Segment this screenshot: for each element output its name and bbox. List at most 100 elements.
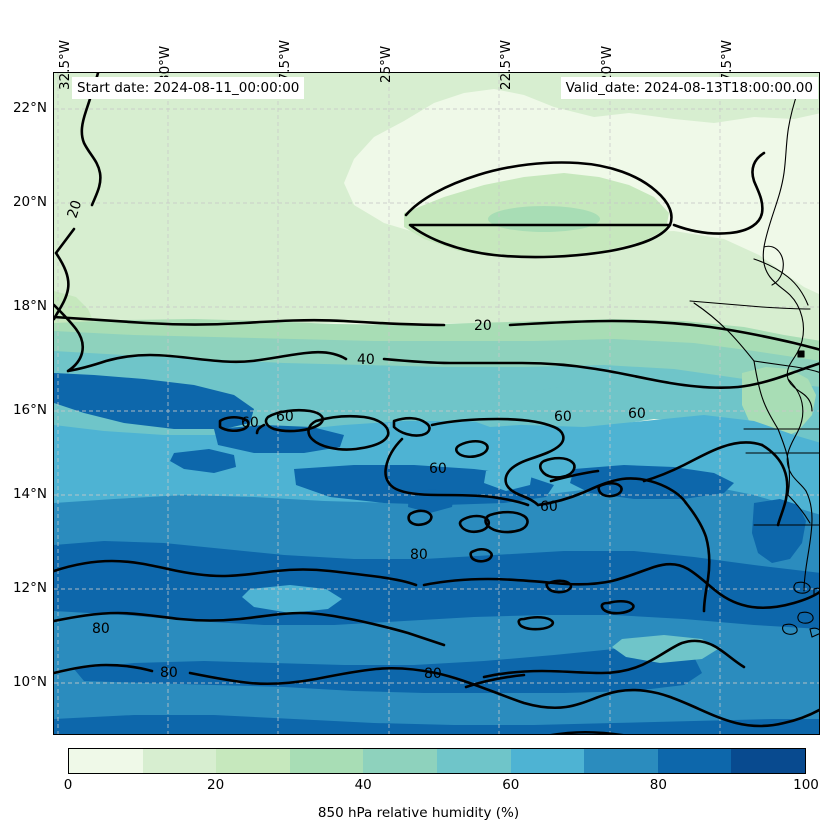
rh-band-90-100-b (74, 649, 702, 693)
colorbar-band-0 (69, 749, 143, 773)
contour-line-80-upper-2 (422, 562, 819, 610)
rh-island-light-a (242, 585, 342, 613)
coastline-guinea-coast (803, 490, 813, 592)
contour-line-60-main-c (430, 417, 565, 507)
rh-band-90-100-c (752, 499, 806, 563)
contour-label-80-a: 80 (410, 547, 428, 563)
border-guinea-north (753, 360, 779, 430)
contour-line-60-islet-c (458, 514, 491, 534)
contour-label-20-west: 20 (65, 198, 86, 220)
border-mauritania-senegal (753, 258, 809, 306)
contour-line-20-zonal-right (508, 319, 819, 351)
contour-line-80-lower-main (54, 663, 154, 675)
xtick-label-4: 22.5°W (498, 39, 514, 90)
coastline-cape-verde-peninsula (763, 245, 784, 286)
contour-line-60-islet-b (538, 456, 576, 479)
contour-label-40: 40 (357, 352, 375, 368)
contour-line-40-left (54, 303, 348, 373)
colorbar[interactable] (68, 748, 806, 774)
contour-label-80-b: 80 (92, 621, 110, 637)
border-senegal-mali (753, 360, 819, 373)
rh-line-contours (54, 73, 819, 734)
border-south-2 (787, 494, 811, 524)
colorbar-band-6 (510, 749, 585, 773)
colorbar-band-2 (216, 749, 290, 773)
colorbar-band-7 (584, 749, 658, 773)
contour-line-20-zonal-left (54, 315, 446, 327)
rh-band-90-100-i (170, 449, 236, 473)
border-guinea-bissau (777, 428, 791, 496)
relative-humidity-contour-map: 20 20 40 60 60 60 60 60 60 80 80 80 80 (54, 73, 819, 734)
ytick-label-2: 18°N (12, 298, 47, 314)
ytick-label-1: 20°N (12, 194, 47, 210)
contour-label-60-e: 60 (554, 409, 572, 425)
border-west-2 (693, 302, 755, 362)
contour-line-80-filament-b (517, 615, 555, 631)
coastline-senegal-gambia (786, 378, 807, 492)
island-b (813, 587, 819, 596)
contour-line-40-right (382, 357, 819, 390)
contour-line-80-upper-left (54, 559, 418, 587)
colorbar-container[interactable]: 0 20 40 60 80 100 (64, 748, 819, 793)
contour-line-60-main-g (642, 441, 764, 483)
rh-island-light-c (484, 467, 532, 491)
colorbar-band-5 (436, 749, 511, 773)
rh-island-light-e (532, 387, 582, 411)
contour-line-80-mid-2 (54, 611, 446, 647)
contour-line-60-islet-f (597, 481, 623, 498)
xtick-label-0: 32.5°W (57, 39, 73, 90)
colorbar-tick-4: 80 (649, 777, 667, 793)
ytick-label-4: 14°N (12, 486, 47, 502)
start-date-annotation: Start date: 2024-08-11_00:00:00 (72, 77, 305, 99)
island-e (809, 627, 819, 638)
contour-line-60-main-b (392, 416, 431, 437)
contour-line-60-main-e (536, 477, 688, 507)
contour-line-60-main-d (384, 437, 530, 507)
colorbar-axis-label: 850 hPa relative humidity (%) (317, 805, 520, 821)
contour-labels: 20 20 40 60 60 60 60 60 60 80 80 80 80 (65, 198, 646, 682)
xtick-label-3: 25°W (378, 45, 394, 83)
colorbar-tick-1: 20 (207, 777, 225, 793)
colorbar-band-8 (657, 749, 732, 773)
contour-line-80-filament-a (545, 579, 573, 594)
coastlines-and-borders (689, 90, 819, 638)
xtick-label-5: 20°W (599, 45, 615, 83)
contour-line-80-mid (482, 639, 746, 679)
contour-label-60-f: 60 (628, 406, 646, 422)
ytick-label-0: 22°N (12, 100, 47, 116)
rh-band-40-50 (54, 319, 819, 363)
island-dot (797, 350, 805, 358)
contour-line-80-filament-c (600, 599, 635, 615)
contour-line-80-lower-main-2 (188, 666, 819, 728)
colorbar-tick-5: 100 (793, 777, 819, 793)
contour-line-20-west-b (54, 227, 76, 321)
contour-line-60-main-h (760, 443, 789, 527)
rh-band-50-60 (54, 331, 819, 389)
border-west-1 (689, 300, 811, 310)
colorbar-band-4 (363, 749, 437, 773)
contour-label-80-c: 80 (424, 666, 442, 682)
contour-line-20-east (672, 151, 766, 235)
contour-line-60-main-a (307, 414, 390, 451)
colorbar-band-3 (289, 749, 364, 773)
contour-line-60-islet-g (469, 547, 493, 563)
contour-line-60-blob-b (264, 408, 324, 433)
rh-band-20-30 (54, 73, 819, 341)
map-plot-area[interactable]: 20 20 40 60 60 60 60 60 60 80 80 80 80 (53, 72, 820, 735)
island-a (793, 581, 811, 594)
colorbar-tick-2: 40 (354, 777, 372, 793)
contour-line-60-islet-e (407, 509, 433, 527)
colorbar-band-9 (731, 749, 805, 773)
valid-date-annotation: Valid_date: 2024-08-13T18:00:00.00 (560, 77, 818, 99)
contour-line-80-lower (550, 730, 624, 734)
contour-line-80-upper-right (464, 673, 526, 689)
rh-band-90-100-h (54, 715, 819, 734)
contour-label-20-zonal: 20 (474, 318, 492, 334)
rh-band-90-100-a (54, 541, 819, 629)
colorbar-tick-0: 0 (63, 777, 73, 793)
island-d (782, 623, 798, 635)
contour-label-60-c: 60 (429, 461, 447, 477)
contour-label-60-b: 60 (276, 409, 294, 425)
contour-label-60-a: 60 (241, 415, 259, 431)
